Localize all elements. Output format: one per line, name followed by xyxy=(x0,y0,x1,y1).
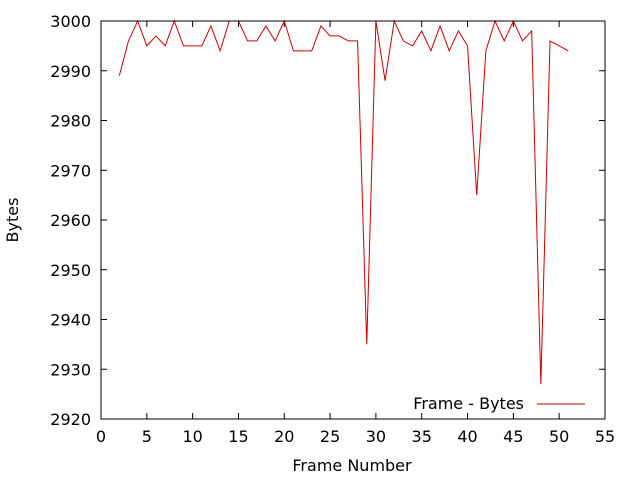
x-tick-label: 35 xyxy=(412,427,432,446)
plot-frame xyxy=(100,20,606,420)
x-tick-label: 25 xyxy=(320,427,340,446)
x-tick-label: 10 xyxy=(182,427,202,446)
y-tick-label: 2940 xyxy=(50,311,91,330)
x-tick-label: 55 xyxy=(595,427,615,446)
y-tick-label: 2950 xyxy=(50,261,91,280)
x-tick-label: 30 xyxy=(366,427,386,446)
x-tick-label: 40 xyxy=(457,427,477,446)
tick-labels: 0 5 10 15 20 25 30 35 40 45 50 55 2920 2930 2940 2950 29… xyxy=(50,12,615,446)
y-tick-label: 2930 xyxy=(50,360,91,379)
y-tick-label: 2920 xyxy=(50,410,91,429)
legend-label: Frame - Bytes xyxy=(413,394,524,413)
y-tick-label: 2960 xyxy=(50,211,91,230)
x-tick-label: 5 xyxy=(142,427,152,446)
x-tick-label: 45 xyxy=(503,427,523,446)
x-tick-label: 15 xyxy=(228,427,248,446)
series-line xyxy=(118,19,569,385)
series-layer xyxy=(118,19,569,385)
y-tick-label: 2970 xyxy=(50,161,91,180)
x-tick-label: 50 xyxy=(549,427,569,446)
x-tick-label: 0 xyxy=(96,427,106,446)
legend: Frame - Bytes xyxy=(413,394,585,413)
x-axis-label: Frame Number xyxy=(292,456,412,475)
y-tick-label: 3000 xyxy=(50,12,91,31)
x-tick-label: 20 xyxy=(274,427,294,446)
y-tick-label: 2980 xyxy=(50,112,91,131)
y-axis-label: Bytes xyxy=(3,198,22,243)
y-tick-label: 2990 xyxy=(50,62,91,81)
